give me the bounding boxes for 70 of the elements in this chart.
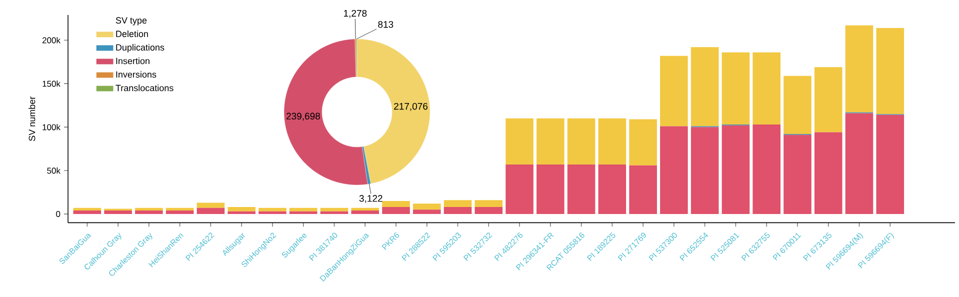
y-tick-label: 50k (47, 167, 60, 174)
bar (320, 208, 348, 212)
bar (567, 164, 596, 214)
bar (289, 208, 318, 212)
legend-label: Deletion (116, 30, 148, 38)
bar (722, 52, 750, 124)
bar (228, 207, 256, 212)
bar (135, 210, 163, 214)
bar (536, 164, 564, 214)
bar (567, 118, 596, 164)
bar (382, 207, 410, 214)
bar (752, 52, 780, 124)
data-label: 3,122 (359, 195, 382, 203)
bar (166, 208, 194, 211)
y-tick-label: 200k (42, 37, 60, 44)
bar (536, 118, 564, 164)
bar (784, 76, 812, 134)
bar (382, 200, 410, 208)
legend-label: Translocations (116, 84, 174, 92)
bar (135, 208, 163, 211)
data-label: 813 (378, 21, 394, 28)
data-label: 217,076 (394, 102, 428, 111)
bar (73, 210, 102, 214)
bar (722, 125, 750, 214)
bar (845, 25, 874, 112)
y-axis-title: SV number (28, 96, 36, 141)
bar (412, 204, 441, 210)
legend-label: Inversions (116, 71, 156, 78)
bar (876, 114, 904, 214)
bar (876, 28, 904, 114)
bar (444, 200, 472, 208)
bar (351, 210, 380, 214)
legend-label: Insertion (116, 58, 150, 64)
bar (320, 211, 348, 214)
bar (351, 208, 380, 211)
bar (196, 202, 225, 208)
bar (629, 165, 657, 214)
bar (598, 118, 626, 164)
bar (104, 210, 132, 214)
bar (814, 132, 842, 214)
bar (660, 56, 688, 126)
bar (506, 164, 534, 214)
bar (629, 119, 657, 166)
bar (444, 207, 472, 214)
bar (660, 126, 688, 214)
bar (166, 210, 194, 214)
bar (690, 47, 719, 126)
data-label: 1,278 (344, 10, 367, 18)
bar (845, 113, 874, 214)
bar (474, 207, 503, 214)
bar (598, 164, 626, 214)
legend-label: Duplications (116, 44, 164, 52)
y-tick-label: 0 (56, 210, 60, 218)
y-tick-label: 150k (42, 80, 60, 87)
bar (690, 127, 719, 214)
bar (412, 210, 441, 214)
bar (289, 211, 318, 214)
legend-title: SV type (116, 17, 147, 26)
bar (814, 67, 842, 132)
bar (784, 134, 812, 214)
y-tick-label: 100k (42, 124, 60, 130)
bar (196, 208, 225, 214)
bar (258, 208, 286, 212)
bar (752, 124, 780, 214)
bar (474, 200, 503, 208)
bar (73, 208, 102, 211)
bar (228, 211, 256, 214)
bar (506, 118, 534, 164)
data-label: 239,698 (286, 112, 320, 121)
bar (258, 211, 286, 214)
